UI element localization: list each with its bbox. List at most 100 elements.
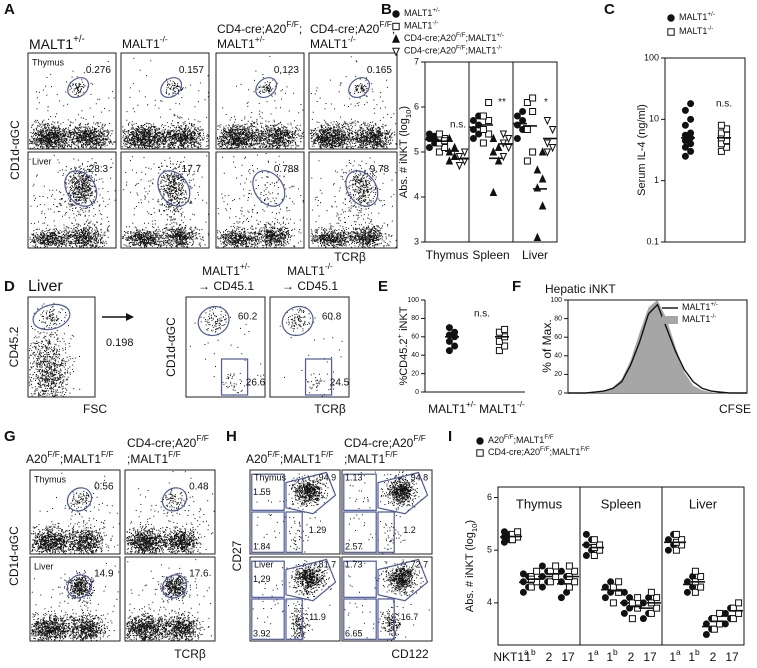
- gate-value: 28.3: [89, 164, 109, 175]
- point: [489, 147, 498, 156]
- y-tick-label: 40: [411, 352, 419, 359]
- text-part: +/-: [240, 261, 250, 271]
- point: [565, 583, 573, 591]
- text-part: F/F: [196, 433, 209, 443]
- legend-label: CD4-cre;A20F/F;MALT1F/F: [488, 446, 590, 457]
- point: [543, 117, 552, 126]
- column-header: MALT1-/-: [287, 261, 333, 278]
- text-part: MALT1: [202, 264, 240, 278]
- text-part: 10: [470, 524, 479, 533]
- density-dots: [31, 472, 120, 554]
- text-part: F/F: [379, 19, 392, 29]
- gate-value: 17.7: [182, 164, 202, 175]
- point: [687, 147, 695, 155]
- text-part: 1: [606, 650, 613, 664]
- point: [687, 129, 695, 137]
- legend-label: A20F/F;MALT1F/F: [488, 434, 554, 445]
- gate: [343, 511, 377, 553]
- text-part: +/-: [707, 11, 715, 18]
- point: [501, 325, 509, 333]
- text-part: A20: [246, 452, 268, 466]
- panel-letter: A: [4, 1, 15, 18]
- legend-label: MALT1+/-: [679, 11, 715, 22]
- gate-value: 1.13: [345, 472, 363, 482]
- text-part: ;MALT1: [549, 447, 580, 457]
- gate-value: 2.57: [345, 542, 363, 552]
- plot-frame: [27, 296, 96, 398]
- x-tick-label: 2: [546, 650, 553, 664]
- text-part: -/-: [432, 20, 438, 27]
- row-label: Thymus: [32, 57, 65, 67]
- text-part: F/F: [286, 19, 299, 29]
- row-label: Liver: [34, 561, 54, 571]
- point: [653, 594, 661, 602]
- text-part: → CD45.1: [198, 279, 254, 293]
- point: [392, 34, 400, 43]
- point: [469, 135, 477, 142]
- text-part: Abs. # iNKT (log: [398, 118, 410, 198]
- text-part: F/F: [456, 45, 466, 52]
- y-tick-label: 0: [558, 390, 562, 397]
- point: [519, 117, 527, 124]
- density-dots: [28, 302, 81, 397]
- gate: [251, 511, 285, 553]
- column-header: MALT1+/-: [29, 34, 85, 52]
- x-tick-label: 1b: [688, 647, 700, 664]
- point: [723, 143, 731, 151]
- x-axis-label: TCRβ: [174, 647, 206, 661]
- y-tick-label: 10: [649, 114, 659, 124]
- y-axis-label: CD1d-αGC: [164, 317, 178, 377]
- point: [647, 588, 655, 596]
- point: [717, 129, 725, 137]
- gate-value: 0.56: [94, 481, 114, 492]
- gate-value: 0.276: [86, 65, 111, 76]
- x-axis-label: CFSE: [719, 402, 751, 416]
- point: [476, 449, 484, 457]
- y-tick-label: 60: [411, 334, 419, 341]
- point: [489, 187, 498, 196]
- point: [479, 112, 487, 120]
- y-tick-label: 100: [644, 52, 659, 62]
- text-part: +/-: [255, 34, 265, 44]
- text-part: +/-: [432, 7, 440, 14]
- point: [639, 615, 647, 623]
- point: [495, 347, 503, 355]
- gate: [161, 574, 188, 599]
- text-part: MALT1: [679, 26, 707, 36]
- point: [543, 148, 552, 157]
- gate: [157, 170, 191, 207]
- histogram-area: [568, 300, 747, 393]
- point: [451, 328, 459, 336]
- gate-value: 3.92: [253, 629, 271, 639]
- text-part: ): [398, 106, 410, 110]
- x-axis-label: TCRβ: [314, 402, 346, 416]
- text-part: 1: [587, 650, 594, 664]
- density-dots: [126, 471, 215, 555]
- point: [557, 594, 565, 602]
- gate-value: 0.788: [274, 164, 299, 175]
- density-dots: [189, 306, 264, 396]
- x-axis-label: TCRβ: [334, 250, 366, 264]
- text-part: ;MALT1: [513, 435, 544, 445]
- text-part: CD4-cre;A20: [310, 22, 380, 36]
- x-tick-label: 2: [710, 650, 717, 664]
- point: [538, 201, 547, 210]
- point: [590, 551, 598, 559]
- panel-title: Liver: [28, 278, 63, 295]
- plot-frame: [497, 486, 745, 646]
- text-part: 17: [725, 650, 739, 664]
- point: [533, 567, 541, 575]
- gate: [377, 598, 395, 640]
- point: [691, 588, 699, 596]
- gate: [252, 170, 286, 207]
- gate: [161, 487, 188, 512]
- y-tick-label: 5: [414, 146, 419, 156]
- column-header: CD4-cre;A20F/F: [127, 433, 209, 450]
- density-dots: [30, 563, 120, 642]
- point: [538, 562, 546, 570]
- gate-value: 94.9: [319, 472, 337, 482]
- text-part: F/F: [101, 449, 114, 459]
- y-axis-label: %CD45.2+ iNKT: [395, 306, 410, 385]
- gate-value: 60.2: [238, 312, 258, 323]
- y-axis-label: Abs. # iNKT (log10): [464, 520, 479, 612]
